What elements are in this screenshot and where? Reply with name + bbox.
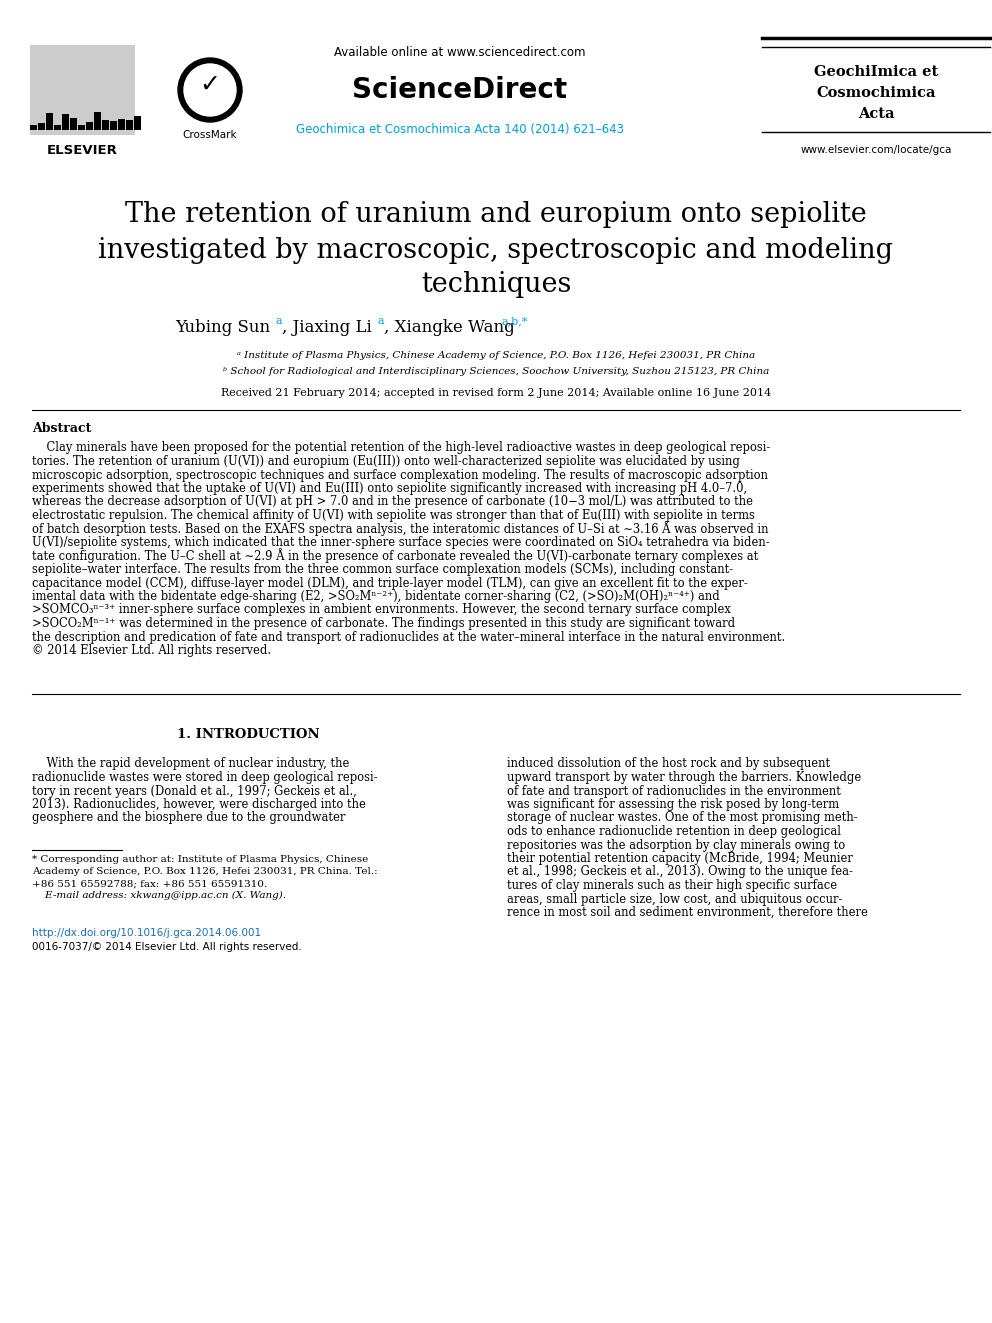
Bar: [110, 120, 117, 130]
Text: a: a: [378, 316, 385, 325]
Text: electrostatic repulsion. The chemical affinity of U(VI) with sepiolite was stron: electrostatic repulsion. The chemical af…: [32, 509, 755, 523]
Text: tures of clay minerals such as their high specific surface: tures of clay minerals such as their hig…: [507, 878, 837, 892]
Text: of batch desorption tests. Based on the EXAFS spectra analysis, the interatomic : of batch desorption tests. Based on the …: [32, 521, 769, 536]
Text: ELSEVIER: ELSEVIER: [47, 143, 118, 156]
Text: geosphere and the biosphere due to the groundwater: geosphere and the biosphere due to the g…: [32, 811, 345, 824]
Text: experiments showed that the uptake of U(VI) and Eu(III) onto sepiolite significa: experiments showed that the uptake of U(…: [32, 482, 747, 495]
Bar: [38, 112, 45, 130]
Bar: [46, 116, 53, 130]
FancyBboxPatch shape: [30, 45, 135, 135]
Text: a: a: [276, 316, 283, 325]
Text: >SOMCO₃ⁿ⁻³⁺ inner-sphere surface complexes in ambient environments. However, the: >SOMCO₃ⁿ⁻³⁺ inner-sphere surface complex…: [32, 603, 731, 617]
Bar: [94, 114, 101, 130]
Text: Acta: Acta: [858, 107, 894, 120]
Text: whereas the decrease adsorption of U(VI) at pH > 7.0 and in the presence of carb: whereas the decrease adsorption of U(VI)…: [32, 496, 753, 508]
Text: Academy of Science, P.O. Box 1126, Hefei 230031, PR China. Tel.:: Academy of Science, P.O. Box 1126, Hefei…: [32, 867, 378, 876]
Bar: [70, 124, 77, 130]
Text: capacitance model (CCM), diffuse-layer model (DLM), and triple-layer model (TLM): capacitance model (CCM), diffuse-layer m…: [32, 577, 748, 590]
Text: induced dissolution of the host rock and by subsequent: induced dissolution of the host rock and…: [507, 758, 830, 770]
Text: Abstract: Abstract: [32, 422, 91, 434]
Text: www.elsevier.com/locate/gca: www.elsevier.com/locate/gca: [801, 146, 951, 155]
Bar: [126, 120, 133, 130]
Text: The retention of uranium and europium onto sepiolite: The retention of uranium and europium on…: [125, 201, 867, 229]
Text: a,b,*: a,b,*: [502, 316, 529, 325]
Text: repositories was the adsorption by clay minerals owing to: repositories was the adsorption by clay …: [507, 839, 845, 852]
Text: , Jiaxing Li: , Jiaxing Li: [282, 319, 372, 336]
Text: tories. The retention of uranium (U(VI)) and europium (Eu(III)) onto well-charac: tories. The retention of uranium (U(VI))…: [32, 455, 740, 468]
Circle shape: [178, 58, 242, 122]
Text: ScienceDirect: ScienceDirect: [352, 75, 567, 105]
Text: of fate and transport of radionuclides in the environment: of fate and transport of radionuclides i…: [507, 785, 841, 798]
Text: ods to enhance radionuclide retention in deep geological: ods to enhance radionuclide retention in…: [507, 826, 841, 837]
Text: GeochiImica et: GeochiImica et: [813, 65, 938, 79]
Text: imental data with the bidentate edge-sharing (E2, >SO₂Mⁿ⁻²⁺), bidentate corner-s: imental data with the bidentate edge-sha…: [32, 590, 720, 603]
Bar: [30, 116, 37, 130]
Text: microscopic adsorption, spectroscopic techniques and surface complexation modeli: microscopic adsorption, spectroscopic te…: [32, 468, 768, 482]
Text: areas, small particle size, low cost, and ubiquitous occur-: areas, small particle size, low cost, an…: [507, 893, 842, 905]
Text: radionuclide wastes were stored in deep geological reposi-: radionuclide wastes were stored in deep …: [32, 771, 378, 785]
Text: With the rapid development of nuclear industry, the: With the rapid development of nuclear in…: [32, 758, 349, 770]
Text: E-mail address: xkwang@ipp.ac.cn (X. Wang).: E-mail address: xkwang@ipp.ac.cn (X. Wan…: [32, 890, 286, 900]
Text: Received 21 February 2014; accepted in revised form 2 June 2014; Available onlin: Received 21 February 2014; accepted in r…: [221, 388, 771, 398]
Text: investigated by macroscopic, spectroscopic and modeling: investigated by macroscopic, spectroscop…: [98, 237, 894, 263]
Text: ᵇ School for Radiological and Interdisciplinary Sciences, Soochow University, Su: ᵇ School for Radiological and Interdisci…: [223, 368, 769, 377]
Text: their potential retention capacity (McBride, 1994; Meunier: their potential retention capacity (McBr…: [507, 852, 853, 865]
Bar: [86, 119, 93, 130]
Bar: [54, 112, 61, 130]
Text: ✓: ✓: [199, 73, 220, 97]
Text: Clay minerals have been proposed for the potential retention of the high-level r: Clay minerals have been proposed for the…: [32, 442, 770, 455]
Text: 0016-7037/© 2014 Elsevier Ltd. All rights reserved.: 0016-7037/© 2014 Elsevier Ltd. All right…: [32, 942, 302, 951]
Text: the description and predication of fate and transport of radionuclides at the wa: the description and predication of fate …: [32, 631, 786, 643]
Text: * Corresponding author at: Institute of Plasma Physics, Chinese: * Corresponding author at: Institute of …: [32, 855, 368, 864]
Text: 2013). Radionuclides, however, were discharged into the: 2013). Radionuclides, however, were disc…: [32, 798, 366, 811]
Bar: [62, 116, 69, 130]
Text: tory in recent years (Donald et al., 1997; Geckeis et al.,: tory in recent years (Donald et al., 199…: [32, 785, 357, 798]
Text: storage of nuclear wastes. One of the most promising meth-: storage of nuclear wastes. One of the mo…: [507, 811, 858, 824]
Bar: [118, 116, 125, 130]
Text: >SOCO₂Mⁿ⁻¹⁺ was determined in the presence of carbonate. The findings presented : >SOCO₂Mⁿ⁻¹⁺ was determined in the presen…: [32, 617, 735, 630]
Text: rence in most soil and sediment environment, therefore there: rence in most soil and sediment environm…: [507, 906, 868, 919]
Bar: [78, 122, 85, 130]
Text: techniques: techniques: [421, 271, 571, 299]
Text: http://dx.doi.org/10.1016/j.gca.2014.06.001: http://dx.doi.org/10.1016/j.gca.2014.06.…: [32, 927, 261, 938]
Text: upward transport by water through the barriers. Knowledge: upward transport by water through the ba…: [507, 771, 861, 785]
Text: CrossMark: CrossMark: [183, 130, 237, 140]
Text: Geochimica et Cosmochimica Acta 140 (2014) 621–643: Geochimica et Cosmochimica Acta 140 (201…: [296, 123, 624, 136]
Bar: [102, 112, 109, 130]
Text: U(VI)/sepiolite systems, which indicated that the inner-sphere surface species w: U(VI)/sepiolite systems, which indicated…: [32, 536, 770, 549]
Text: was significant for assessing the risk posed by long-term: was significant for assessing the risk p…: [507, 798, 839, 811]
Bar: [134, 114, 141, 130]
Text: +86 551 65592788; fax: +86 551 65591310.: +86 551 65592788; fax: +86 551 65591310.: [32, 878, 267, 888]
Text: Available online at www.sciencedirect.com: Available online at www.sciencedirect.co…: [334, 45, 585, 58]
Text: , Xiangke Wang: , Xiangke Wang: [384, 319, 515, 336]
Text: ᵃ Institute of Plasma Physics, Chinese Academy of Science, P.O. Box 1126, Hefei : ᵃ Institute of Plasma Physics, Chinese A…: [237, 351, 755, 360]
Text: 1. INTRODUCTION: 1. INTRODUCTION: [177, 728, 319, 741]
Text: Cosmochimica: Cosmochimica: [816, 86, 935, 101]
Text: tate configuration. The U–C shell at ∼2.9 Å in the presence of carbonate reveale: tate configuration. The U–C shell at ∼2.…: [32, 549, 758, 564]
Text: sepiolite–water interface. The results from the three common surface complexatio: sepiolite–water interface. The results f…: [32, 564, 733, 576]
Text: et al., 1998; Geckeis et al., 2013). Owing to the unique fea-: et al., 1998; Geckeis et al., 2013). Owi…: [507, 865, 853, 878]
Text: Yubing Sun: Yubing Sun: [175, 319, 270, 336]
Text: © 2014 Elsevier Ltd. All rights reserved.: © 2014 Elsevier Ltd. All rights reserved…: [32, 644, 271, 658]
Circle shape: [184, 64, 236, 116]
